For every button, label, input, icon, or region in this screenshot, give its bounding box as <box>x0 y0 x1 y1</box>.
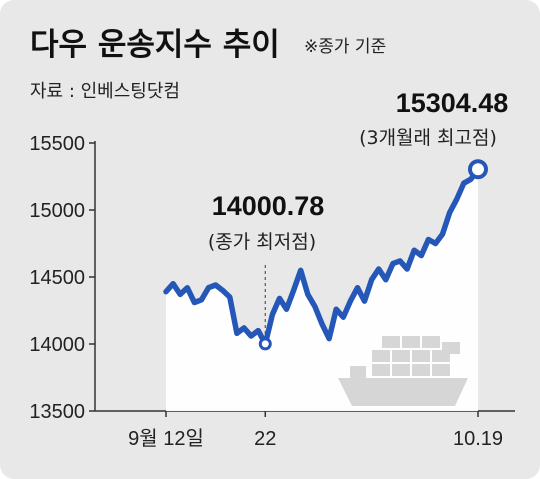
y-tick-label: 13500 <box>29 401 85 423</box>
data-point <box>405 267 409 271</box>
y-tick-label: 15500 <box>29 133 85 155</box>
data-point <box>214 283 217 287</box>
data-point <box>292 289 295 292</box>
data-point <box>179 293 182 296</box>
high-annotation-value: 15304.48 <box>396 88 509 118</box>
ship-container-10 <box>412 364 430 376</box>
ship-container-4 <box>382 336 400 348</box>
low-annotation-label: (종가 최저점) <box>208 231 316 253</box>
data-point <box>384 278 387 281</box>
y-tick-label: 14000 <box>29 334 85 356</box>
data-point <box>349 299 352 303</box>
data-point <box>342 316 345 319</box>
data-point <box>462 182 465 185</box>
data-point <box>186 286 189 289</box>
data-point <box>420 254 423 257</box>
data-point <box>391 262 395 265</box>
data-point <box>299 269 302 272</box>
ship-container-7 <box>442 342 460 354</box>
data-point <box>221 289 224 292</box>
y-axis: 15500 15000 14500 14000 13500 <box>29 133 515 423</box>
data-point <box>207 286 210 289</box>
data-point <box>306 293 309 296</box>
data-point <box>164 290 168 293</box>
ship-container-0 <box>372 350 390 362</box>
data-point <box>278 297 281 300</box>
data-point <box>413 249 416 252</box>
high-marker <box>468 159 488 180</box>
data-point <box>356 286 359 289</box>
high-annotation-label: (3개월래 최고점) <box>359 127 497 149</box>
data-point <box>469 178 473 181</box>
x-tick-label: 22 <box>254 428 276 450</box>
data-point <box>370 278 373 281</box>
ship-container-1 <box>392 350 410 362</box>
ship-hull <box>338 378 468 406</box>
x-tick-label: 10.19 <box>453 428 503 450</box>
data-point <box>257 329 260 332</box>
data-point <box>285 308 288 311</box>
chart-subtitle: ※종가 기준 <box>304 37 386 57</box>
low-marker <box>258 337 272 351</box>
ship-container-2 <box>412 350 430 362</box>
ship-container-9 <box>392 364 410 376</box>
data-point <box>327 337 331 340</box>
ship-container-6 <box>422 336 440 348</box>
ship-container-5 <box>402 336 420 348</box>
data-point <box>398 259 402 263</box>
data-point <box>228 295 231 299</box>
ship-container-8 <box>372 364 390 376</box>
data-point <box>271 313 274 316</box>
data-point <box>249 334 253 338</box>
data-point <box>193 301 196 304</box>
ship-overlay <box>338 336 468 406</box>
chart-source: 자료 : 인베스팅닷컴 <box>30 81 180 102</box>
annotations: 14000.78 (종가 최저점) 15304.48 (3개월래 최고점) <box>208 88 509 351</box>
data-point <box>427 238 430 241</box>
data-point <box>441 232 444 236</box>
data-point <box>320 322 324 326</box>
y-tick-label: 15000 <box>29 200 85 222</box>
ship-container-11 <box>432 364 450 376</box>
data-point <box>377 267 380 271</box>
data-point <box>235 332 239 335</box>
y-tick-label: 14500 <box>29 267 85 289</box>
low-annotation-value: 14000.78 <box>212 191 325 221</box>
x-tick-label: 9월 12일 <box>128 427 204 450</box>
data-point <box>448 211 451 214</box>
data-point <box>363 299 366 303</box>
chart-title: 다우 운송지수 추이 <box>30 27 280 63</box>
x-axis: 9월 12일 22 10.19 <box>128 411 503 450</box>
series-group <box>163 166 481 411</box>
data-point <box>335 308 338 311</box>
data-point <box>434 242 437 245</box>
data-point <box>455 198 458 201</box>
data-point <box>200 298 203 301</box>
ship-bridge <box>350 366 366 378</box>
data-point <box>313 305 317 308</box>
data-point <box>242 326 246 330</box>
data-point <box>171 282 175 285</box>
